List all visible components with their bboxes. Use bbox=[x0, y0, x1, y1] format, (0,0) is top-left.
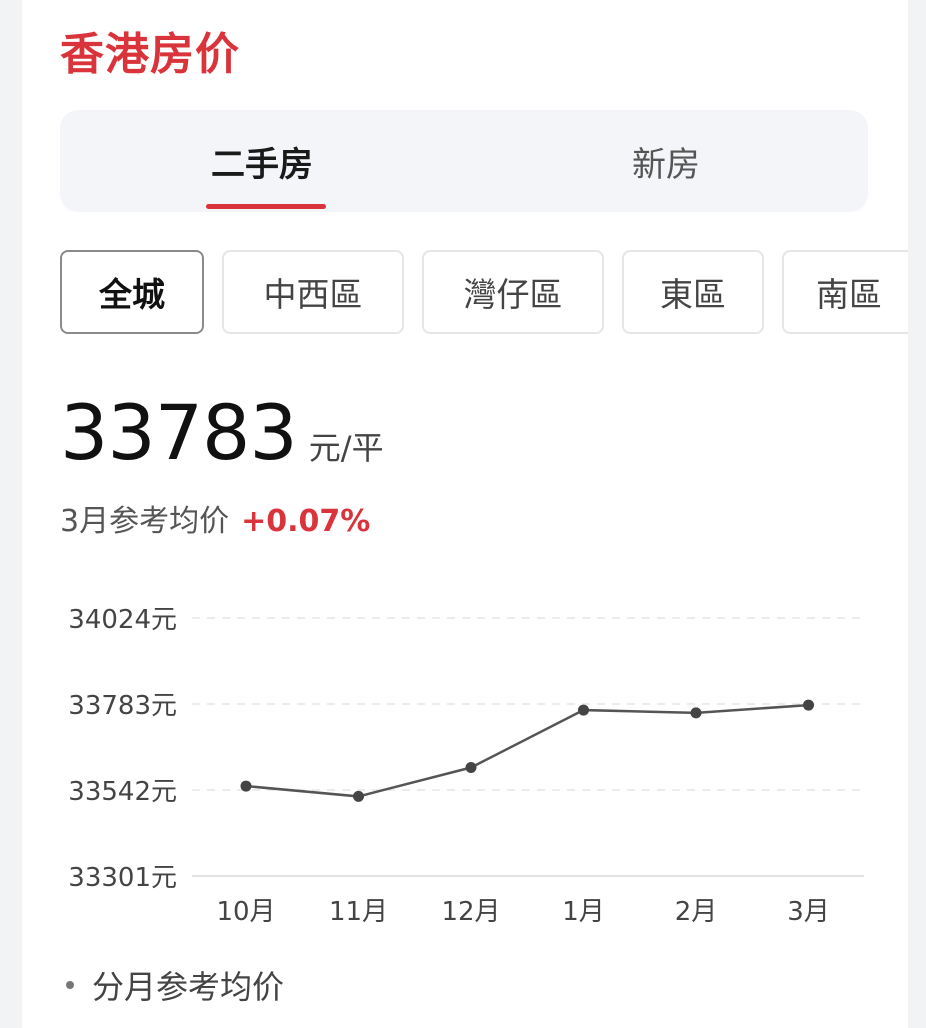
x-tick-label: 3月 bbox=[787, 897, 830, 927]
price-subtitle: 3月参考均价 +0.07% bbox=[60, 496, 370, 540]
chart-legend: 分月参考均价 bbox=[66, 962, 284, 1008]
x-tick-label: 2月 bbox=[675, 897, 718, 927]
average-price-value: 33783 bbox=[60, 388, 298, 477]
district-chip-wan-chai[interactable]: 灣仔區 bbox=[422, 250, 604, 334]
market-tabs: 二手房 新房 bbox=[60, 110, 868, 212]
data-point[interactable] bbox=[353, 790, 364, 802]
district-chip-eastern[interactable]: 東區 bbox=[622, 250, 764, 334]
data-point[interactable] bbox=[803, 699, 814, 711]
price-trend-chart: 33301元 33542元 33783元 34024元 10月 11月 12月 1月 2月 3月 bbox=[68, 605, 864, 927]
data-point[interactable] bbox=[240, 780, 252, 792]
x-tick-label: 11月 bbox=[329, 897, 388, 927]
x-tick-label: 1月 bbox=[562, 897, 605, 927]
y-tick-label: 33783元 bbox=[68, 691, 177, 721]
x-tick-label: 12月 bbox=[441, 897, 500, 927]
page-title: 香港房价 bbox=[60, 29, 240, 80]
data-point[interactable] bbox=[578, 704, 589, 716]
reference-price-label: 3月参考均价 bbox=[60, 504, 230, 539]
data-point[interactable] bbox=[465, 762, 477, 774]
tab-new-home[interactable]: 新房 bbox=[632, 144, 700, 185]
data-point[interactable] bbox=[690, 707, 702, 719]
active-tab-indicator bbox=[206, 204, 326, 209]
district-chip-all[interactable]: 全城 bbox=[60, 250, 204, 334]
x-axis-ticks: 10月 11月 12月 1月 2月 3月 bbox=[216, 897, 829, 927]
y-axis-ticks: 33301元 33542元 33783元 34024元 bbox=[68, 605, 177, 893]
y-tick-label: 34024元 bbox=[68, 605, 177, 635]
chart-grid bbox=[192, 617, 864, 877]
legend-bullet-icon bbox=[66, 981, 74, 989]
price-unit: 元/平 bbox=[308, 429, 384, 467]
series-points bbox=[240, 699, 814, 802]
tab-second-hand[interactable]: 二手房 bbox=[211, 144, 313, 185]
house-price-card: 香港房价 二手房 新房 全城 中西區 灣仔區 東區 南區 33783 元/平 3… bbox=[22, 0, 908, 1028]
price-change-badge: +0.07% bbox=[241, 504, 371, 539]
y-tick-label: 33301元 bbox=[68, 863, 177, 893]
x-tick-label: 10月 bbox=[216, 897, 275, 927]
district-chip-southern[interactable]: 南區 bbox=[782, 250, 908, 334]
y-tick-label: 33542元 bbox=[68, 777, 177, 807]
series-line bbox=[245, 703, 809, 798]
district-chip-central-western[interactable]: 中西區 bbox=[222, 250, 404, 334]
district-filter: 全城 中西區 灣仔區 東區 南區 bbox=[60, 250, 908, 334]
price-summary: 33783 元/平 bbox=[60, 388, 384, 477]
legend-label: 分月参考均价 bbox=[92, 968, 285, 1006]
